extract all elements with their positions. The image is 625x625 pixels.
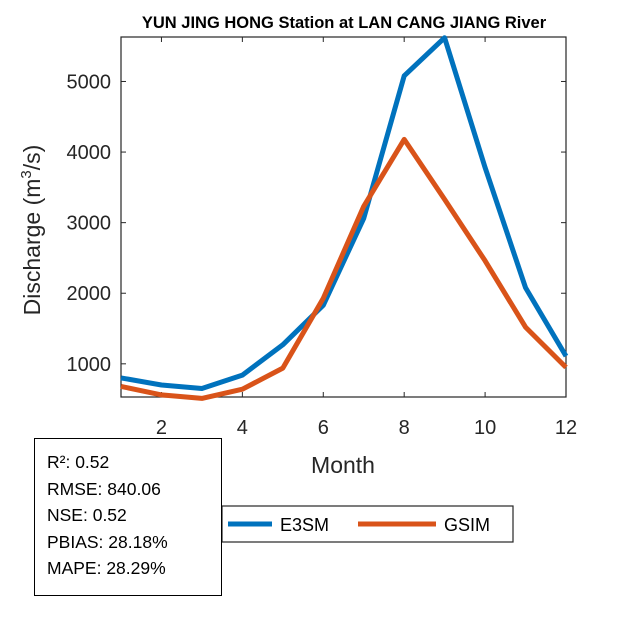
series-line-gsim [120,136,568,401]
y-axis-ticks: 1000 2000 3000 4000 5000 [67,71,566,376]
stat-mape: MAPE: 28.29% [47,558,166,578]
stats-box: R²: 0.52 RMSE: 840.06 NSE: 0.52 PBIAS: 2… [34,438,222,596]
x-tick-label: 6 [318,417,329,439]
series-lines [120,35,569,401]
series-line-e3sm [120,35,569,391]
legend-label-gsim: GSIM [444,515,490,535]
x-tick-label: 2 [156,417,167,439]
y-axis-label: Discharge (m3/s) [18,145,45,316]
y-tick-label: 1000 [67,354,112,376]
x-tick-label: 12 [555,417,577,439]
x-tick-label: 8 [399,417,410,439]
legend-label-e3sm: E3SM [280,515,329,535]
y-axis-label-superscript: 3 [18,170,35,178]
chart-title: YUN JING HONG Station at LAN CANG JIANG … [142,14,547,32]
x-axis-ticks: 2 4 6 8 10 12 [156,37,577,439]
y-tick-label: 3000 [67,213,112,235]
stat-r2: R²: 0.52 [47,452,110,472]
x-tick-label: 4 [237,417,248,439]
stat-nse: NSE: 0.52 [47,505,127,525]
y-tick-label: 4000 [67,142,112,164]
y-tick-label: 2000 [67,283,112,305]
legend: E3SM GSIM [221,505,514,543]
plot-area [120,36,567,398]
stat-rmse: RMSE: 840.06 [47,478,161,499]
y-tick-label: 5000 [67,71,112,93]
x-axis-label: Month [311,452,375,478]
y-axis-label-end: /s) [19,145,45,171]
stat-pbias: PBIAS: 28.18% [47,531,168,552]
y-axis-label-main: Discharge (m [19,179,45,316]
x-tick-label: 10 [474,417,496,439]
